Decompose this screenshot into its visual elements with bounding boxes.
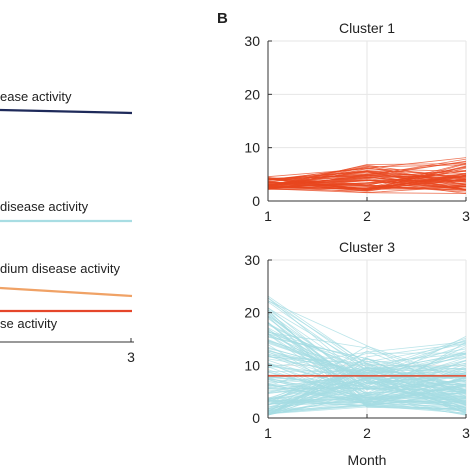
cluster-3-trajectory: [267, 341, 467, 369]
line-medium-activity: [0, 286, 133, 298]
cluster-1-chart: 0 10 20 30 1 2 3 Cluster 1: [244, 20, 470, 224]
cluster-1-y-tick-label: 10: [244, 140, 260, 156]
cluster-1-trajectory: [267, 184, 467, 188]
cluster-3-trajectory: [267, 350, 467, 412]
cluster-1-trajectory: [267, 174, 467, 190]
cluster-1-trajectory: [267, 168, 467, 178]
cluster-3-x-tick-label: 2: [363, 425, 371, 441]
cluster-3-trajectory: [267, 355, 467, 397]
cluster-1-trajectory: [267, 164, 467, 189]
panel-b-label: B: [217, 10, 228, 27]
cluster-1-trajectory: [267, 177, 467, 192]
cluster-3-trajectory: [267, 331, 467, 383]
cluster-3-trajectory: [267, 301, 467, 372]
cluster-1-y-tick-label: 0: [252, 193, 260, 209]
cluster-3-x-axis-label: Month: [348, 452, 387, 468]
cluster-1-y-tick-label: 20: [244, 86, 260, 102]
panel-a-fragment: ease activity disease activity dium dise…: [0, 89, 135, 365]
panel-a-x-tick-label: 3: [127, 349, 135, 365]
cluster-1-trajectory: [267, 188, 467, 194]
cluster-1-trajectory: [267, 174, 467, 180]
cluster-3-trajectory: [267, 372, 467, 401]
cluster-1-trajectory: [267, 186, 467, 189]
cluster-3-trajectory: [267, 395, 467, 415]
line-high-activity: [0, 108, 133, 115]
cluster-3-chart: 0 10 20 30 1 2 3 Cluster 3 Month: [244, 239, 470, 468]
cluster-1-x-tick-label: 3: [462, 208, 470, 224]
cluster-3-trajectory: [267, 342, 467, 378]
cluster-3-trajectory: [267, 354, 467, 395]
panel-a-label-3: dium disease activity: [0, 261, 120, 276]
cluster-3-trajectory: [267, 358, 467, 403]
cluster-3-trajectory: [267, 333, 467, 407]
cluster-3-trajectory: [267, 356, 467, 375]
cluster-3-y-tick-label: 0: [252, 410, 260, 426]
cluster-1-trajectory: [267, 179, 467, 191]
cluster-1-trajectories: [267, 157, 467, 194]
cluster-3-title: Cluster 3: [339, 239, 395, 255]
cluster-3-trajectory: [267, 316, 467, 405]
cluster-1-title: Cluster 1: [339, 20, 395, 36]
cluster-3-trajectory: [267, 389, 467, 415]
panel-a-label-1: ease activity: [0, 89, 72, 104]
cluster-1-x-tick-label: 1: [264, 208, 272, 224]
panel-a-label-2: disease activity: [0, 199, 89, 214]
cluster-3-trajectory: [267, 371, 467, 408]
cluster-3-x-tick-label: 1: [264, 425, 272, 441]
cluster-1-trajectory: [267, 170, 467, 181]
cluster-3-x-tick-label: 3: [462, 425, 470, 441]
cluster-3-trajectory: [267, 380, 467, 410]
cluster-3-trajectory: [267, 357, 467, 404]
cluster-3-trajectory: [267, 377, 467, 415]
cluster-3-y-tick-label: 10: [244, 357, 260, 373]
cluster-3-trajectory: [267, 353, 467, 388]
cluster-1-x-tick-label: 2: [363, 208, 371, 224]
cluster-3-trajectories: [267, 295, 467, 416]
cluster-3-trajectory: [267, 349, 467, 405]
cluster-3-trajectory: [267, 333, 467, 403]
panel-a-label-4: se activity: [0, 316, 58, 331]
cluster-3-y-tick-label: 20: [244, 305, 260, 321]
cluster-3-trajectory: [267, 381, 467, 408]
cluster-3-trajectory: [267, 366, 467, 416]
cluster-3-trajectory: [267, 398, 467, 414]
cluster-3-trajectory: [267, 321, 467, 401]
cluster-3-y-tick-label: 30: [244, 252, 260, 268]
cluster-1-y-tick-label: 30: [244, 33, 260, 49]
cluster-1-trajectory: [267, 176, 467, 188]
